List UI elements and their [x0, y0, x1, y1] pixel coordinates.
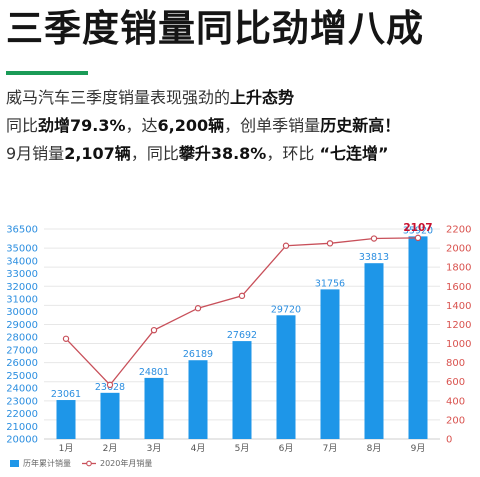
- bar-value-label: 29720: [271, 304, 301, 315]
- left-axis-tick-label: 36500: [6, 225, 38, 236]
- bar: [232, 341, 252, 439]
- x-axis-tick-label: 4月: [191, 443, 206, 454]
- left-axis-tick-label: 25000: [6, 371, 38, 382]
- summary-text: 9月销量: [6, 144, 65, 163]
- x-axis-tick-label: 5月: [235, 443, 250, 454]
- bar: [408, 236, 428, 439]
- left-axis-tick-label: 21000: [6, 422, 38, 433]
- summary-line-3: 9月销量2,107辆，同比攀升38.8%，环比 “七连增”: [6, 140, 478, 168]
- bar: [364, 263, 384, 439]
- left-axis-tick-label: 31000: [6, 295, 38, 306]
- x-axis-tick-label: 9月: [411, 443, 426, 454]
- left-axis-tick-label: 29000: [6, 320, 38, 331]
- summary-text: ，环比: [266, 144, 320, 163]
- right-axis-tick-label: 600: [446, 377, 465, 388]
- left-axis-tick-label: 28000: [6, 333, 38, 344]
- left-axis-tick-label: 24000: [6, 384, 38, 395]
- right-axis-tick-label: 200: [446, 415, 465, 426]
- summary-text: ，同比: [130, 144, 179, 163]
- summary-text: 同比: [6, 116, 39, 135]
- left-axis-tick-label: 30000: [6, 307, 38, 318]
- page-title: 三季度销量同比劲增八成: [6, 7, 424, 50]
- x-axis-tick-label: 2月: [103, 443, 118, 454]
- summary-highlight: 2,107辆: [64, 144, 131, 163]
- bar: [276, 315, 296, 439]
- left-axis-tick-label: 34000: [6, 256, 38, 267]
- bar: [56, 400, 76, 439]
- right-axis-tick-label: 1400: [446, 301, 471, 312]
- bar: [320, 289, 340, 439]
- legend-line-marker: [86, 460, 92, 467]
- bar-value-label: 31756: [315, 278, 345, 289]
- right-axis-tick-label: 800: [446, 358, 465, 369]
- bar-value-label: 24801: [139, 367, 169, 378]
- left-axis-tick-label: 32000: [6, 282, 38, 293]
- sales-chart: 2000021000220002300024000250002600027000…: [6, 222, 471, 468]
- line-point: [238, 292, 246, 300]
- right-axis-tick-label: 400: [446, 396, 465, 407]
- bar-value-label: 33813: [359, 252, 389, 263]
- right-axis-tick-label: 1200: [446, 320, 471, 331]
- highlight-value-label: 2107: [403, 222, 432, 234]
- line-point: [194, 305, 202, 312]
- bar-value-label: 26189: [183, 349, 213, 360]
- right-axis-tick-label: 1600: [446, 282, 471, 293]
- bar-value-label: 35920: [403, 225, 433, 236]
- x-axis-tick-label: 8月: [367, 443, 382, 454]
- line-point: [150, 326, 158, 334]
- left-axis-tick-label: 22000: [6, 409, 38, 420]
- line-point: [414, 234, 422, 242]
- legend-line-label: 2020年月销量: [100, 458, 152, 468]
- line-point: [106, 381, 114, 389]
- x-axis-tick-label: 3月: [147, 443, 162, 454]
- summary-highlight: 6,200辆: [157, 116, 225, 135]
- summary-highlight: 攀升38.8%: [178, 144, 267, 163]
- left-axis-tick-label: 26000: [6, 358, 38, 369]
- summary-highlight: 劲增79.3%: [38, 116, 126, 135]
- line-point: [282, 242, 290, 249]
- summary-paragraph: 威马汽车三季度销量表现强劲的上升态势 同比劲增79.3%，达6,200辆，创单季…: [6, 84, 478, 168]
- legend-bar-label: 历年累计销量: [23, 458, 71, 468]
- x-axis-tick-label: 1月: [59, 443, 74, 454]
- left-axis-tick-label: 23000: [6, 396, 38, 407]
- bar-value-label: 27692: [227, 330, 257, 341]
- right-axis-tick-label: 0: [446, 435, 452, 446]
- bar-value-label: 23061: [51, 389, 81, 400]
- left-axis-tick-label: 27000: [6, 345, 38, 356]
- summary-line-2: 同比劲增79.3%，达6,200辆，创单季销量历史新高！: [6, 112, 478, 140]
- bar: [100, 392, 120, 439]
- title-accent-rule: [6, 71, 88, 75]
- right-axis-tick-label: 1800: [446, 263, 471, 274]
- x-axis-tick-label: 7月: [323, 443, 338, 454]
- summary-text: ，创单季销量: [224, 116, 321, 135]
- bar: [144, 377, 164, 439]
- left-axis-tick-label: 20000: [6, 435, 38, 446]
- left-axis-tick-label: 33000: [6, 269, 38, 280]
- legend-bar-swatch: [10, 460, 19, 467]
- right-axis-tick-label: 1000: [446, 339, 471, 350]
- summary-highlight: 历史新高！: [320, 116, 401, 135]
- line-point: [62, 335, 70, 342]
- line-point: [326, 240, 334, 247]
- bar: [188, 360, 208, 439]
- left-axis-tick-label: 35000: [6, 244, 38, 255]
- summary-line-1: 威马汽车三季度销量表现强劲的上升态势: [6, 84, 478, 112]
- line-point: [370, 235, 378, 242]
- x-axis-tick-label: 6月: [279, 443, 294, 454]
- right-axis-tick-label: 2200: [446, 225, 471, 236]
- summary-highlight: 上升态势: [230, 88, 295, 107]
- summary-text: 威马汽车三季度销量表现强劲的: [6, 88, 231, 107]
- summary-text: ，达: [125, 116, 158, 135]
- summary-highlight: “七连增”: [319, 144, 389, 163]
- right-axis-tick-label: 2000: [446, 244, 471, 255]
